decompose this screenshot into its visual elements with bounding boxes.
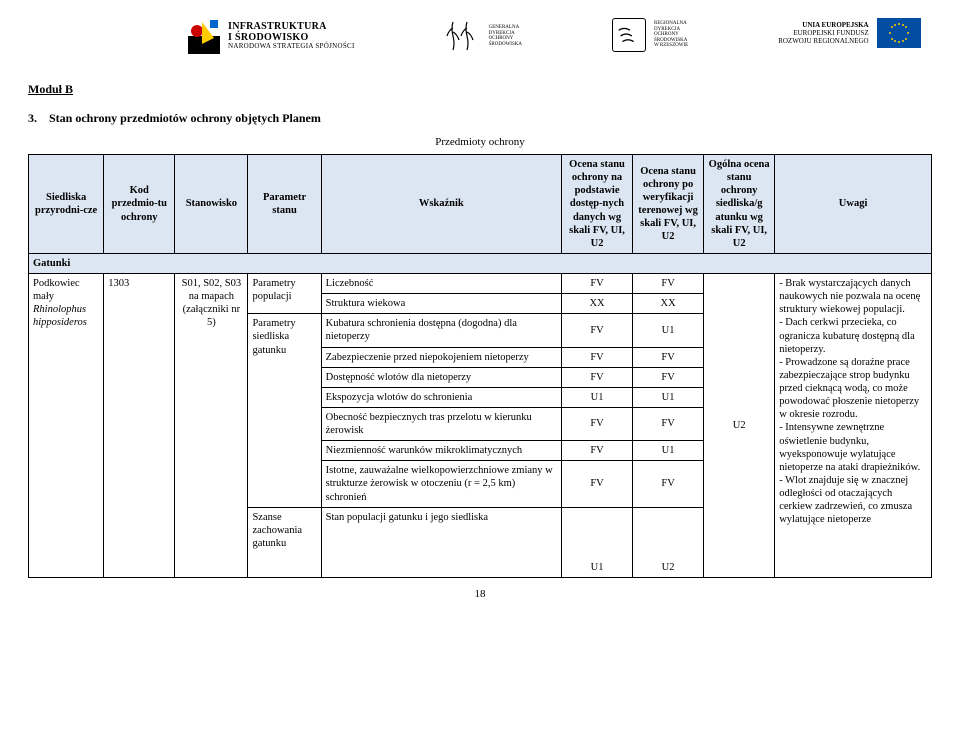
gatunki-section-row: Gatunki — [29, 253, 932, 273]
cell-v2: FV — [633, 347, 704, 367]
page-number: 18 — [28, 588, 932, 600]
logo-rdos: REGIONALNA DYREKCJA OCHRONY ŚRODOWISKA W… — [612, 18, 688, 52]
eu-line1: UNIA EUROPEJSKA — [778, 21, 868, 29]
th-ocena-dost: Ocena stanu ochrony na podstawie dostęp-… — [562, 155, 633, 254]
th-uwagi: Uwagi — [775, 155, 932, 254]
table-row: Podkowiec mały Rhinolophus hipposideros … — [29, 274, 932, 294]
cell-v2: XX — [633, 294, 704, 314]
cell-wsk: Struktura wiekowa — [321, 294, 561, 314]
trees-icon — [445, 18, 481, 54]
table-title: Przedmioty ochrony — [28, 136, 932, 148]
fe-logo-text: INFRASTRUKTURA I ŚRODOWISKO NARODOWA STR… — [228, 21, 355, 51]
data-table: Siedliska przyrodni-cze Kod przedmio-tu … — [28, 154, 932, 578]
section-heading: 3. Stan ochrony przedmiotów ochrony obję… — [28, 111, 932, 126]
gdos-t1: GENERALNA — [489, 25, 522, 31]
gdos-t4: ŚRODOWISKA — [489, 42, 522, 48]
header-logos: INFRASTRUKTURA I ŚRODOWISKO NARODOWA STR… — [188, 18, 932, 54]
cell-wsk: Stan populacji gatunku i jego siedliska — [321, 507, 561, 577]
gdos-text: GENERALNA DYREKCJA OCHRONY ŚRODOWISKA — [489, 25, 522, 47]
th-parametr: Parametr stanu — [248, 155, 321, 254]
cell-v2: FV — [633, 407, 704, 440]
cell-v1: FV — [562, 314, 633, 347]
rdos-t1: REGIONALNA — [654, 21, 688, 27]
cell-param-szanse: Szanse zachowania gatunku — [248, 507, 321, 577]
eu-text: UNIA EUROPEJSKA EUROPEJSKI FUNDUSZ ROZWO… — [778, 21, 868, 45]
siedliska-p1: Podkowiec mały — [33, 278, 80, 302]
logo-infrastructure: INFRASTRUKTURA I ŚRODOWISKO NARODOWA STR… — [188, 18, 355, 54]
th-ogolna: Ogólna ocena stanu ochrony siedliska/g a… — [704, 155, 775, 254]
rdos-text: REGIONALNA DYREKCJA OCHRONY ŚRODOWISKA W… — [654, 21, 688, 49]
szanse-v1: U1 — [591, 562, 604, 573]
cell-kod: 1303 — [104, 274, 175, 578]
cell-wsk: Ekspozycja wlotów do schronienia — [321, 387, 561, 407]
cell-v1: FV — [562, 367, 633, 387]
cell-v2: FV — [633, 367, 704, 387]
cell-v2: FV — [633, 461, 704, 507]
eu-line3: ROZWOJU REGIONALNEGO — [778, 37, 868, 45]
cell-v2: FV — [633, 274, 704, 294]
szanse-v2: U2 — [662, 562, 675, 573]
cell-v1: FV — [562, 461, 633, 507]
cell-wsk: Istotne, zauważalne wielkopowierzchniowe… — [321, 461, 561, 507]
cell-v1: FV — [562, 347, 633, 367]
cell-wsk: Kubatura schronienia dostępna (dogodna) … — [321, 314, 561, 347]
cell-v2: U1 — [633, 387, 704, 407]
cell-wsk: Niezmienność warunków mikroklimatycznych — [321, 441, 561, 461]
siedliska-p2: Rhinolophus hipposideros — [33, 304, 87, 328]
cell-stanowisko: S01, S02, S03 na mapach (załączniki nr 5… — [175, 274, 248, 578]
table-header-row: Siedliska przyrodni-cze Kod przedmio-tu … — [29, 155, 932, 254]
cell-wsk: Liczebność — [321, 274, 561, 294]
th-stanowisko: Stanowisko — [175, 155, 248, 254]
cell-v1: FV — [562, 274, 633, 294]
cell-wsk: Dostępność wlotów dla nietoperzy — [321, 367, 561, 387]
cell-v2: U1 — [633, 441, 704, 461]
th-kod: Kod przedmio-tu ochrony — [104, 155, 175, 254]
th-ocena-wer: Ocena stanu ochrony po weryfikacji teren… — [633, 155, 704, 254]
cell-siedliska: Podkowiec mały Rhinolophus hipposideros — [29, 274, 104, 578]
cell-param-pop: Parametry populacji — [248, 274, 321, 314]
eu-flag-icon — [877, 18, 921, 48]
logo-gdos: GENERALNA DYREKCJA OCHRONY ŚRODOWISKA — [445, 18, 522, 54]
module-heading: Moduł B — [28, 82, 932, 97]
logo-eu: UNIA EUROPEJSKA EUROPEJSKI FUNDUSZ ROZWO… — [778, 18, 920, 48]
th-wskaznik: Wskaźnik — [321, 155, 561, 254]
cell-param-sied: Parametry siedliska gatunku — [248, 314, 321, 507]
cell-v1: XX — [562, 294, 633, 314]
cell-uwagi: - Brak wystarczających danych naukowych … — [775, 274, 932, 578]
cell-v1: FV — [562, 407, 633, 440]
section-title-text: Stan ochrony przedmiotów ochrony objętyc… — [49, 111, 321, 125]
fe-logo-icon — [188, 18, 220, 54]
cell-wsk: Zabezpieczenie przed niepokojeniem nieto… — [321, 347, 561, 367]
cell-v1: U1 — [562, 387, 633, 407]
cell-v2: U2 — [633, 507, 704, 577]
th-siedliska: Siedliska przyrodni-cze — [29, 155, 104, 254]
fe-line3: NARODOWA STRATEGIA SPÓJNOŚCI — [228, 43, 355, 51]
birds-icon — [612, 18, 646, 52]
fe-line1: INFRASTRUKTURA — [228, 21, 355, 32]
rdos-t5: W RZESZOWIE — [654, 43, 688, 49]
cell-v1: FV — [562, 441, 633, 461]
gatunki-label: Gatunki — [29, 253, 932, 273]
cell-v2: U1 — [633, 314, 704, 347]
cell-ogolna: U2 — [704, 274, 775, 578]
eu-line2: EUROPEJSKI FUNDUSZ — [778, 29, 868, 37]
cell-wsk: Obecność bezpiecznych tras przelotu w ki… — [321, 407, 561, 440]
cell-v1: U1 — [562, 507, 633, 577]
section-number: 3. — [28, 111, 37, 125]
